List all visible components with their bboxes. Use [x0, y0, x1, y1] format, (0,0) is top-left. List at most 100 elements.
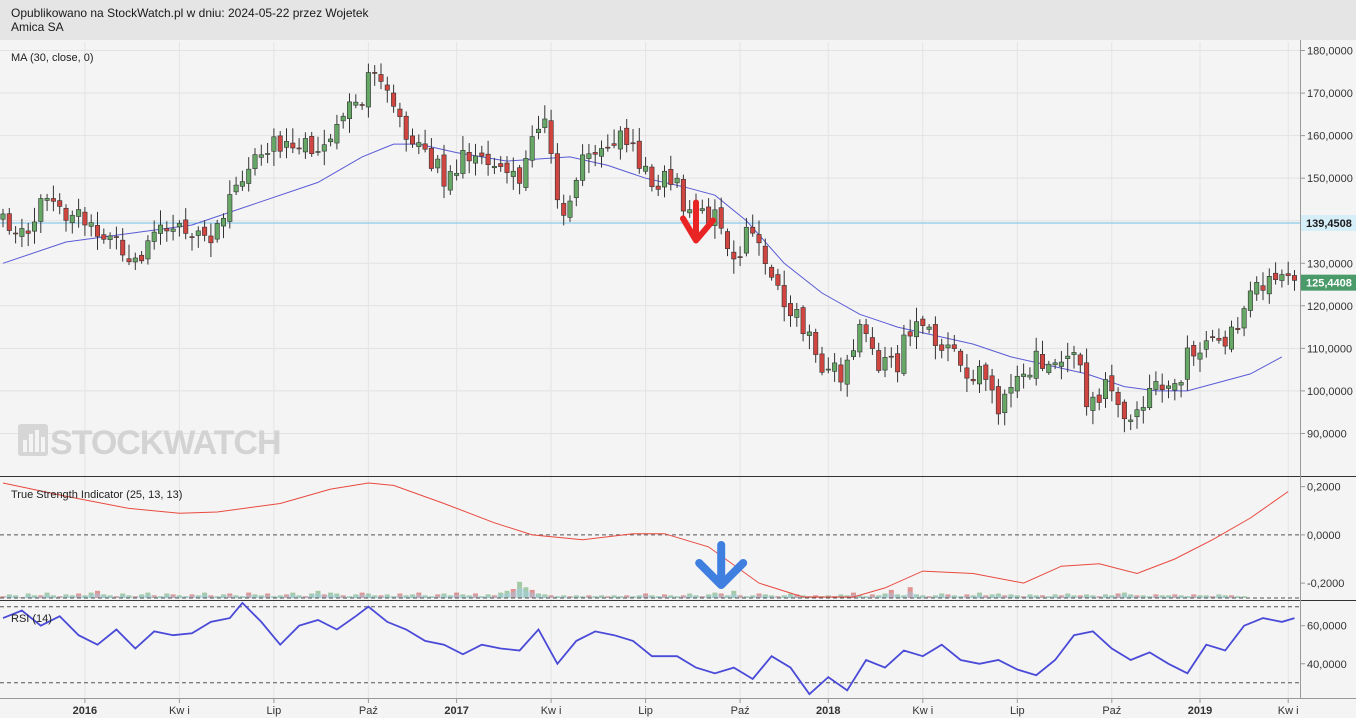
candle-body [1140, 407, 1146, 411]
candle-body [882, 357, 888, 371]
candle-body [932, 324, 938, 346]
candle-body [258, 154, 264, 158]
volume-bar [914, 594, 919, 598]
candle-body [491, 166, 497, 169]
candle-body [1077, 354, 1083, 366]
volume-bar [888, 589, 894, 598]
candle-body [397, 108, 403, 117]
candle-body [1027, 374, 1033, 378]
volume-bar [1021, 596, 1027, 598]
candle-body [970, 379, 976, 382]
volume-bar [712, 592, 718, 598]
volume-bar [151, 595, 157, 598]
candle-body [359, 104, 365, 106]
ma-layer [2, 143, 1283, 392]
candle-body [1279, 274, 1285, 281]
candle-body [756, 234, 762, 244]
candle-body [302, 138, 308, 153]
chart-header: Opublikowano na StockWatch.pl w dniu: 20… [0, 0, 1356, 40]
candle-body [958, 350, 964, 366]
volume-bar [504, 590, 510, 598]
candle-body [718, 207, 724, 229]
candle-body [794, 309, 800, 318]
candle-body [724, 231, 730, 250]
candle-body [271, 136, 277, 152]
volume-bar [876, 595, 882, 598]
rsi-pane[interactable] [0, 601, 1300, 698]
candle-body [1241, 308, 1247, 329]
candle-body [88, 222, 94, 227]
volume-bar [1153, 594, 1159, 598]
volume-bar [1235, 596, 1241, 598]
candle-body [611, 143, 617, 146]
candle-body [775, 274, 781, 286]
candle-body [1222, 336, 1228, 347]
candle-body [195, 230, 201, 236]
candle-body [498, 163, 504, 167]
candle-body [781, 285, 787, 308]
rsi-pane-title: RSI (14) [11, 613, 52, 625]
candle-body [321, 144, 327, 152]
volume-bar [258, 595, 264, 598]
candle-body [1065, 355, 1071, 359]
volume-bar [743, 596, 749, 598]
volume-bar [227, 593, 233, 598]
x-axis-area[interactable] [0, 698, 1356, 718]
x-tick-label: 2017 [444, 705, 468, 717]
candle-body [13, 232, 19, 235]
candle-body [132, 257, 138, 263]
volume-bar [668, 595, 674, 598]
candle-body [901, 334, 907, 374]
volume-bar [662, 594, 667, 598]
volume-bar [454, 592, 460, 598]
candle-body [636, 140, 642, 169]
candle-body [1292, 275, 1298, 281]
volume-bar [498, 592, 504, 598]
candle-body [428, 147, 434, 169]
volume-bar [523, 587, 529, 598]
candle-body [857, 323, 863, 353]
candle-body [542, 118, 548, 128]
volume-bar [517, 581, 523, 598]
candle-body [435, 158, 441, 169]
logo-bar-3 [35, 430, 39, 452]
publish-info: Opublikowano na StockWatch.pl w dniu: 20… [11, 6, 369, 20]
volume-bar [441, 593, 447, 598]
candle-body [372, 72, 378, 74]
volume-bar [460, 594, 466, 598]
volume-bar [321, 594, 327, 598]
volume-bar [1172, 594, 1178, 598]
candle-body [334, 124, 340, 144]
candle-body [1273, 272, 1279, 280]
candle-body [1159, 384, 1165, 391]
volume-bar [126, 595, 132, 598]
tsi-pane[interactable] [0, 477, 1300, 600]
volume-bar [422, 595, 428, 598]
candle-body [416, 142, 422, 147]
candle-body [1254, 282, 1260, 295]
candle-body [510, 170, 516, 177]
candle-body [605, 146, 611, 149]
price-pane[interactable] [0, 40, 1300, 476]
candle-body [964, 367, 970, 379]
volume-bar [1084, 594, 1090, 598]
candle-body [1128, 419, 1134, 422]
candle-body [800, 307, 806, 335]
candle-body [869, 337, 875, 349]
candle-body [888, 355, 894, 358]
candle-body [920, 318, 926, 326]
candle-body [976, 365, 982, 385]
x-tick-label: Kw i [1278, 705, 1299, 717]
volume-bar [265, 593, 271, 598]
candle-body [0, 213, 6, 220]
volume-bar [69, 595, 75, 598]
volume-bar [233, 595, 239, 598]
volume-bar [882, 593, 888, 598]
volume-bar [706, 594, 712, 598]
candle-body [1040, 354, 1046, 369]
y-axis-area[interactable] [1300, 40, 1356, 700]
candle-body [674, 177, 680, 184]
candle-body [239, 181, 245, 187]
